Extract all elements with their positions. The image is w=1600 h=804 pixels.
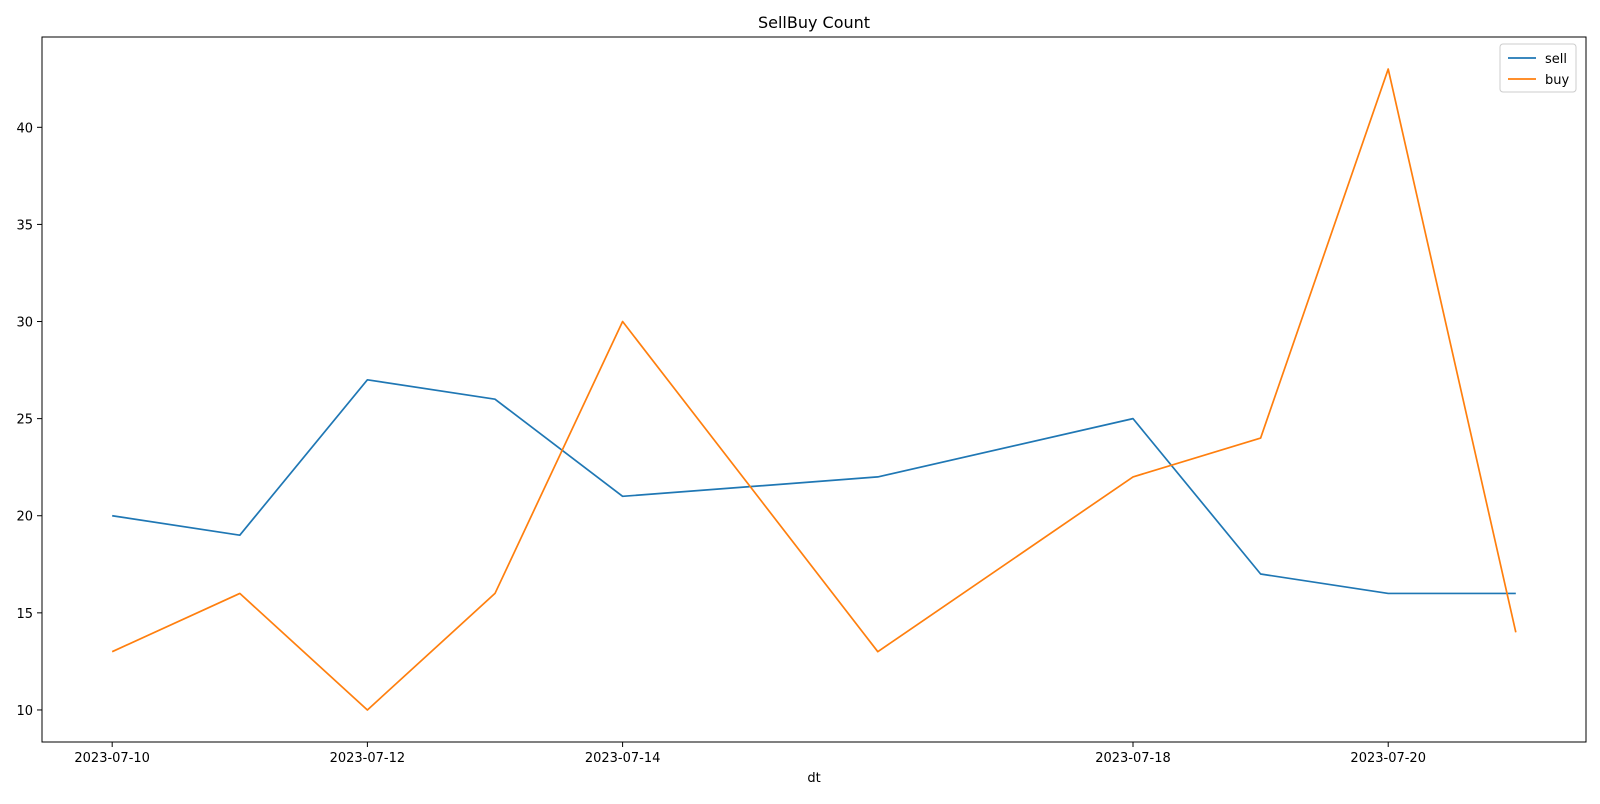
- legend-box: [1499, 43, 1577, 93]
- plot-area: 10 15 20 25 30 35 40 2023-07-10 2023-07-12 2023-0…: [16, 36, 1587, 766]
- y-tick-label: 10: [16, 704, 33, 719]
- y-tick-label: 40: [16, 121, 33, 136]
- x-axis-label: dt: [807, 771, 820, 786]
- x-tick-label: 2023-07-10: [74, 751, 150, 766]
- y-tick-label: 25: [16, 413, 33, 428]
- chart-title: SellBuy Count: [758, 13, 870, 32]
- legend-label-buy: buy: [1545, 73, 1569, 88]
- x-tick-label: 2023-07-20: [1350, 751, 1426, 766]
- y-tick-label: 15: [16, 607, 33, 622]
- series-line-sell: [112, 378, 1516, 595]
- y-tick-label: 35: [16, 218, 33, 233]
- x-tick-label: 2023-07-18: [1095, 751, 1171, 766]
- y-tick-label: 30: [16, 316, 33, 331]
- x-tick-label: 2023-07-12: [330, 751, 406, 766]
- series-line-buy: [111, 68, 1517, 711]
- plot-frame: [41, 36, 1587, 743]
- legend-label-sell: sell: [1545, 52, 1567, 67]
- y-tick-label: 20: [16, 510, 33, 525]
- x-tick-label: 2023-07-14: [585, 751, 661, 766]
